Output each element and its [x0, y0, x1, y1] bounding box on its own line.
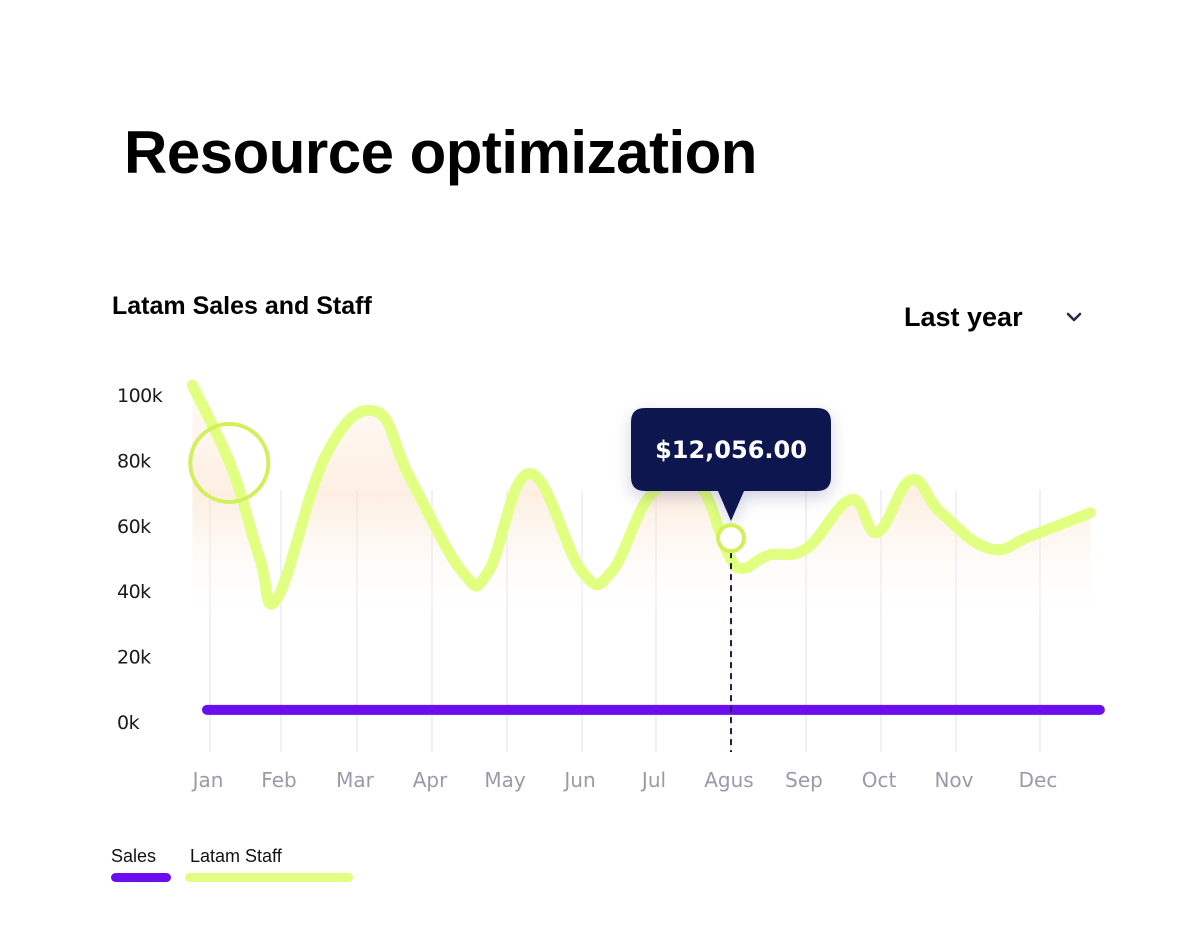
series-line-latam-staff [186, 379, 1096, 610]
y-tick-label: 0k [117, 712, 140, 734]
x-tick-label-jan: Jan [191, 768, 224, 792]
x-tick-label-oct: Oct [862, 768, 897, 792]
legend-swatch-staff [185, 873, 353, 882]
y-tick-label: 40k [117, 581, 151, 603]
page-title: Resource optimization [124, 119, 757, 186]
x-tick-label-apr: Apr [413, 768, 448, 792]
y-tick-label: 80k [117, 450, 151, 472]
x-tick-label-dec: Dec [1019, 768, 1058, 792]
x-tick-label-mar: Mar [336, 768, 375, 792]
x-tick-label-agus: Agus [704, 768, 753, 792]
tooltip-box [631, 408, 831, 521]
staff-area [192, 385, 1091, 630]
legend-item-staff: Latam Staff [185, 846, 353, 890]
x-tick-label-feb: Feb [261, 768, 296, 792]
period-select[interactable]: Last year [896, 296, 1092, 338]
x-tick-label-may: May [484, 768, 526, 792]
x-tick-label-jul: Jul [640, 768, 666, 792]
y-tick-label: 60k [117, 516, 151, 538]
highlight-ring [188, 421, 271, 504]
x-tick-label-jun: Jun [562, 768, 595, 792]
chart-title: Latam Sales and Staff [112, 292, 372, 320]
x-tick-label-sep: Sep [785, 768, 823, 792]
tooltip-point-marker [716, 523, 746, 554]
period-select-value: Last year [904, 301, 1023, 332]
legend-label-staff: Latam Staff [190, 846, 282, 866]
legend-swatch-sales [111, 873, 171, 882]
overlays: $12,056.00 [188, 408, 831, 752]
series [186, 379, 1105, 715]
axes: 100k 80k 60k 40k 20k 0k Jan Feb Mar Apr May Jun Jul A… [117, 385, 1057, 792]
area-fill [192, 385, 1091, 630]
legend-label-sales: Sales [111, 846, 157, 866]
y-tick-label: 20k [117, 647, 151, 669]
x-tick-label-nov: Nov [934, 768, 973, 792]
tooltip-value: $12,056.00 [655, 436, 807, 464]
chevron-down-icon [1064, 307, 1084, 327]
legend-item-sales: Sales [111, 846, 171, 890]
y-tick-label: 100k [117, 385, 163, 407]
